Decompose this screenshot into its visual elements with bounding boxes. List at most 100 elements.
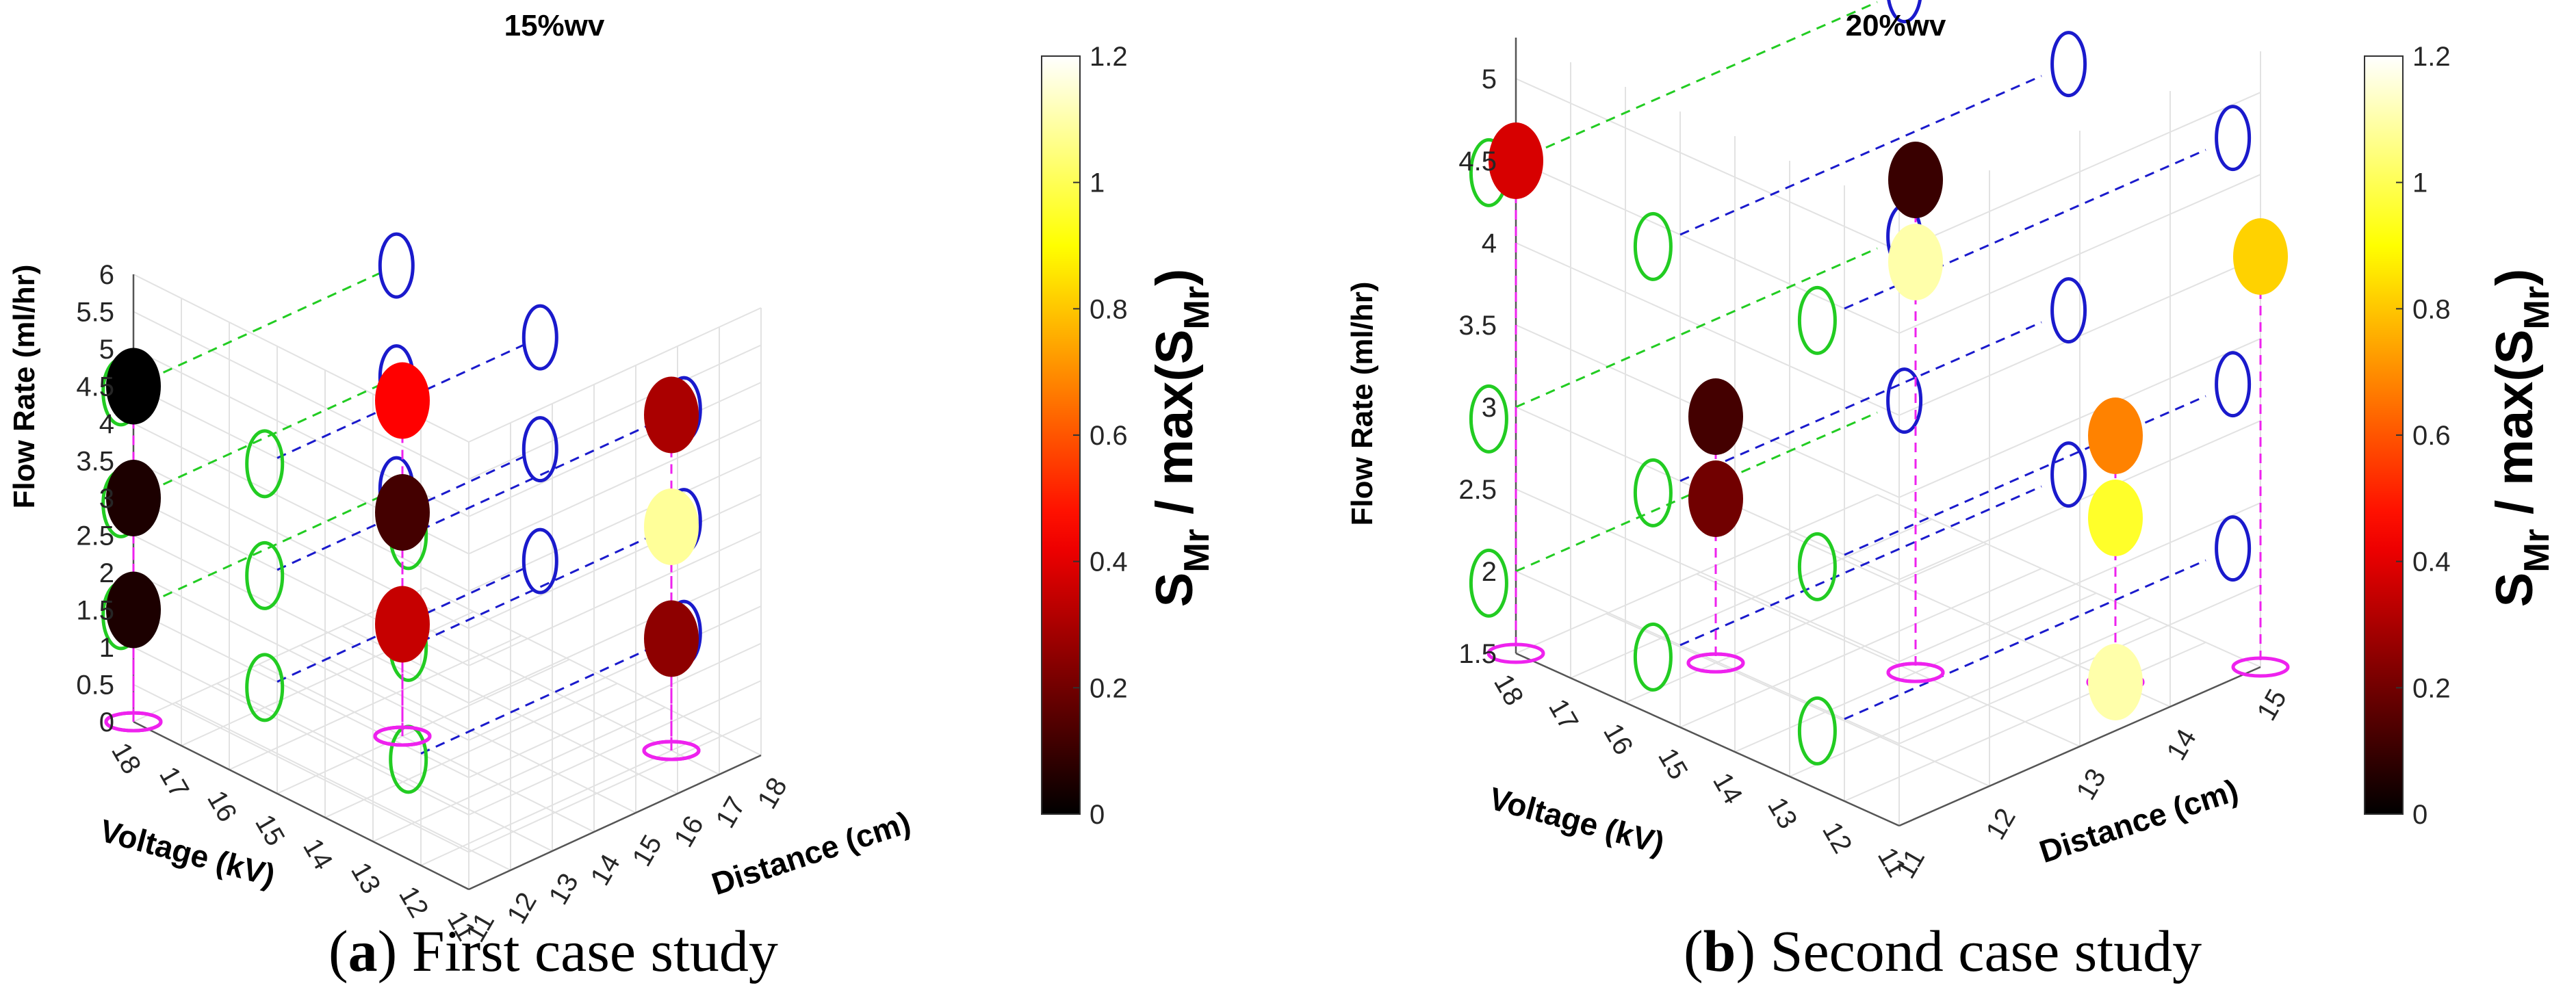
grid-line (133, 534, 469, 704)
grid-line (420, 731, 714, 866)
data-point-0 (1489, 122, 1543, 199)
blue-ring (2215, 105, 2252, 172)
colorbar-tick-label: 1 (2412, 168, 2427, 198)
green-ring (1633, 622, 1673, 692)
x-tick-label: 18 (1488, 669, 1529, 711)
level-line (133, 270, 385, 387)
colorbar-label-part: ) (2486, 269, 2544, 286)
level-line (1515, 247, 1878, 408)
z-tick-label: 0 (99, 707, 114, 738)
grid-line (1515, 78, 1900, 252)
y-tick-label: 18 (752, 772, 793, 814)
colorbar-tick-label: 0.6 (1090, 421, 1128, 451)
colorbar-label-part: ) (1146, 269, 1204, 286)
y-tick-label: 15 (2252, 684, 2293, 726)
data-point-4 (375, 474, 430, 551)
caption-b: (b) Second case study (1684, 918, 2202, 984)
grid-line (468, 344, 762, 480)
z-tick-label: 4 (1482, 229, 1497, 259)
grid-line (425, 587, 762, 756)
grid-line (1515, 488, 1900, 662)
data-point-2 (1688, 460, 1743, 537)
colorbar-tick-label: 0 (2412, 800, 2427, 830)
x-tick-label: 18 (105, 738, 146, 779)
grid-line (468, 382, 762, 517)
grid-line (300, 644, 636, 813)
green-ring (1469, 548, 1508, 618)
floor-ring (2231, 656, 2290, 678)
green-ring (1633, 211, 1673, 281)
blue-ring (2050, 441, 2087, 508)
colorbar-label-part: S (2486, 573, 2544, 608)
level-line (133, 382, 385, 499)
z-tick-label: 3 (99, 484, 114, 514)
data-points (1486, 122, 2290, 720)
x-tick-label: 15 (1652, 743, 1693, 785)
colorbar-tick-label: 0.2 (1090, 673, 1128, 703)
level-line (420, 638, 672, 755)
z-tick-label: 6 (99, 260, 114, 290)
data-point-2 (106, 571, 161, 649)
grid-line (216, 683, 553, 852)
y-tick-label: 14 (585, 849, 626, 891)
green-ring (1797, 285, 1837, 355)
chart-title: 20%wv (1846, 9, 1946, 42)
grid-line (133, 423, 469, 592)
x-tick-label: 16 (201, 785, 242, 827)
level-line (133, 494, 385, 611)
y-tick-label: 14 (2161, 724, 2202, 766)
x-axis-line (1515, 652, 1900, 827)
grid-line (468, 493, 762, 629)
colorbar-label-part: Mr (1177, 286, 1217, 330)
grid-line (468, 307, 762, 443)
y-axis-line (1898, 666, 2261, 827)
grid-line (229, 635, 522, 770)
blue-ring (1886, 367, 1923, 434)
x-axis-line (133, 720, 469, 891)
blue-ring (521, 527, 558, 595)
z-tick-label: 2 (99, 558, 114, 588)
colorbar-label-part: Mr (2517, 286, 2557, 330)
data-point-7 (2088, 644, 2143, 720)
x-tick-label: 14 (297, 833, 338, 875)
grid-line (468, 680, 762, 815)
level-line (1844, 395, 2206, 556)
y-tick-label: 13 (2071, 763, 2112, 805)
grid-line (1696, 573, 2081, 747)
z-tick-label: 4.5 (1458, 146, 1497, 177)
colorbar-tick-label: 0.6 (2412, 421, 2451, 451)
data-points (104, 348, 701, 761)
z-tick-label: 4.5 (76, 372, 114, 402)
level-line (1844, 559, 2206, 720)
grid-line (468, 717, 762, 853)
data-point-1 (106, 460, 161, 536)
colorbar-label-part: S (1146, 573, 1204, 608)
z-tick-label: 3 (1482, 393, 1497, 423)
grid (133, 274, 762, 890)
chart-15wv: 00.511.522.533.544.555.56181716151413121… (8, 9, 1217, 947)
colorbar-label-part: Mr (2517, 529, 2557, 573)
data-point-8 (644, 600, 699, 677)
grid-line (133, 647, 469, 815)
green-ring (245, 540, 285, 610)
green-ring (1797, 696, 1837, 766)
floor-ring (642, 740, 701, 761)
blue-ring (521, 304, 558, 371)
grid-line (468, 419, 762, 555)
colorbar-tick-label: 1.2 (1090, 42, 1128, 72)
data-point-7 (644, 488, 699, 565)
caption-a-letter: a (348, 918, 378, 984)
z-tick-label: 1.5 (76, 596, 114, 626)
blue-ring (2050, 31, 2087, 98)
z-tick-label: 3.5 (1458, 311, 1497, 341)
green-ring (245, 653, 285, 722)
x-tick-label: 17 (1543, 694, 1584, 735)
data-point-3 (1888, 142, 1943, 218)
x-tick-label: 13 (345, 857, 386, 899)
z-tick-label: 3.5 (76, 447, 114, 477)
level-line (1679, 485, 2042, 647)
x-tick-label: 17 (153, 761, 194, 803)
colorbar-label-part: / max(S (2486, 330, 2544, 529)
data-point-5 (375, 586, 430, 663)
